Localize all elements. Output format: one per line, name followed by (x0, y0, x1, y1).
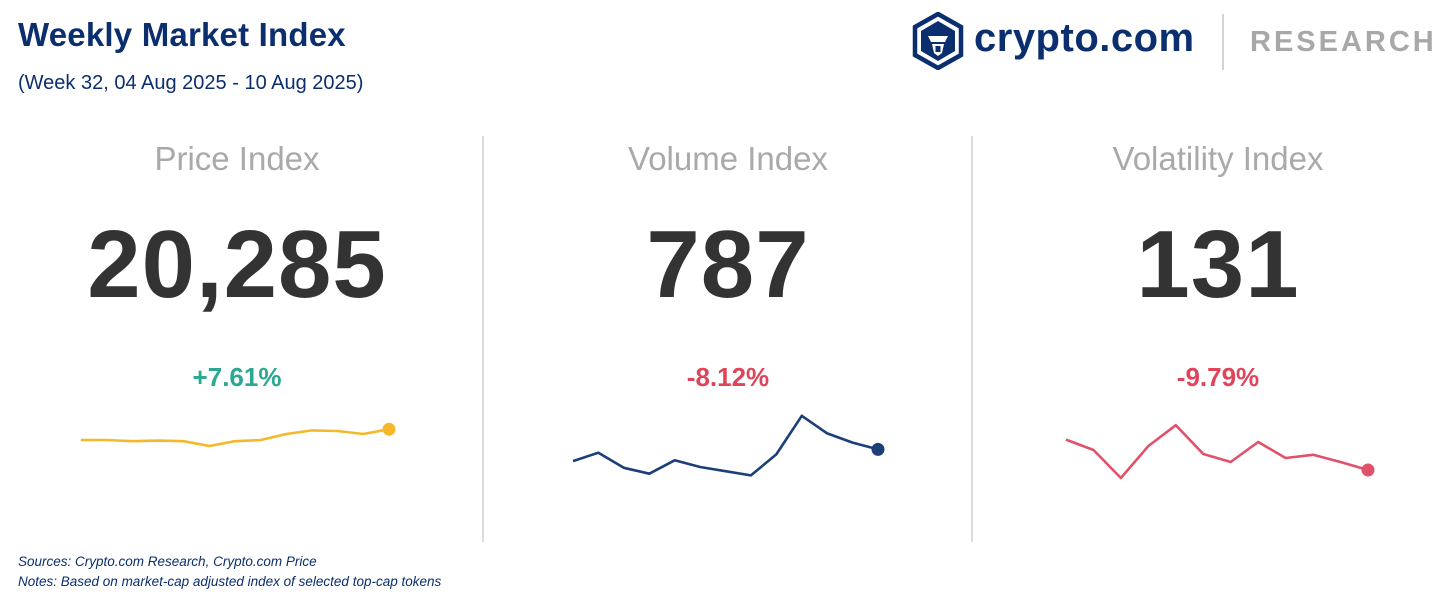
volatility-index-panel: Volatility Index 131 -9.79% (1038, 138, 1398, 518)
volume-index-change: -8.12% (686, 362, 770, 392)
page-subtitle: (Week 32, 04 Aug 2025 - 10 Aug 2025) (18, 72, 364, 94)
price-index-title: Price Index (154, 140, 320, 177)
page-title: Weekly Market Index (18, 16, 346, 53)
volatility-index-title: Volatility Index (1112, 140, 1324, 177)
logo-separator (1222, 14, 1224, 70)
price-index-value: 20,285 (87, 211, 387, 318)
volatility-index-series-line (1065, 423, 1369, 480)
logo-wordmark: crypto.com (974, 16, 1195, 60)
sources-text: Sources: Crypto.com Research, Crypto.com… (18, 554, 317, 569)
price-index-last-point (382, 422, 396, 436)
volume-index-title: Volume Index (628, 140, 828, 177)
volatility-index-change: -9.79% (1176, 362, 1260, 392)
panel-divider-2 (971, 136, 973, 542)
price-index-sparkline (81, 422, 396, 448)
price-index-change: +7.61% (192, 362, 282, 392)
volatility-index-last-point (1361, 463, 1375, 477)
footer-notes: Sources: Crypto.com Research, Crypto.com… (18, 552, 441, 592)
volume-index-panel: Volume Index 787 -8.12% (548, 138, 908, 518)
volume-index-last-point (871, 442, 885, 456)
volatility-index-sparkline (1065, 423, 1375, 480)
crypto-com-lion-shield-icon (912, 12, 964, 70)
volume-index-series-line (572, 414, 879, 477)
price-index-panel: Price Index 20,285 +7.61% (57, 138, 417, 518)
volume-index-value: 787 (646, 211, 810, 318)
panel-divider-1 (482, 136, 484, 542)
brand-logo: crypto.com RESEARCH (912, 12, 1442, 72)
notes-text: Notes: Based on market-cap adjusted inde… (18, 574, 442, 589)
volume-index-sparkline (572, 414, 885, 477)
logo-research-label: RESEARCH (1250, 26, 1437, 58)
volatility-index-value: 131 (1136, 211, 1300, 318)
price-index-series-line (81, 427, 390, 448)
